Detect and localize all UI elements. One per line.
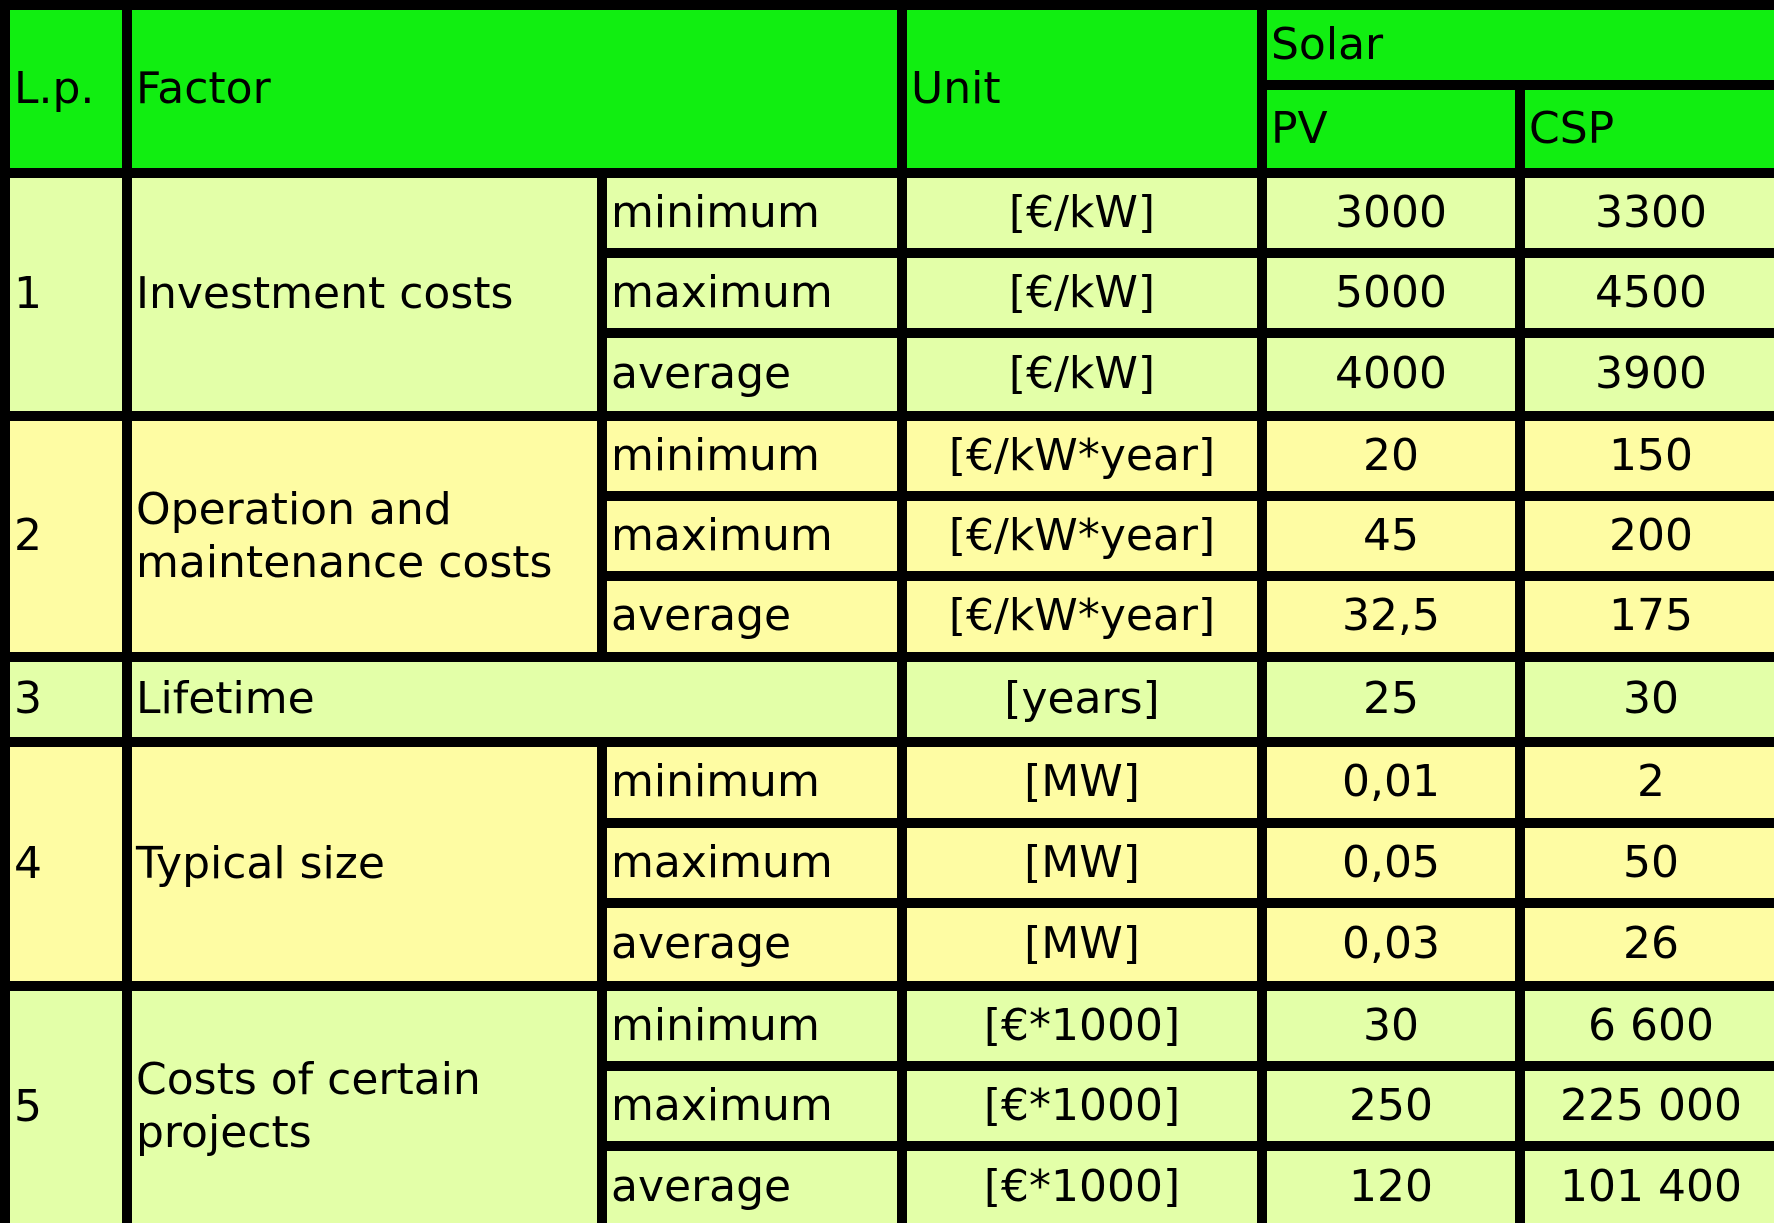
row-factor: Costs of certain projects (132, 991, 597, 1223)
row-csp-value: 30 (1525, 662, 1774, 737)
row-factor: Operation and maintenance costs (132, 421, 597, 652)
row-stat: minimum (607, 178, 897, 248)
header-factor: Factor (132, 10, 897, 168)
row-unit: [€/kW] (907, 178, 1257, 248)
row-factor: Lifetime (132, 662, 897, 737)
row-csp-value: 101 400 (1525, 1151, 1774, 1223)
row-lp: 2 (10, 421, 122, 652)
row-csp-value: 150 (1525, 421, 1774, 491)
row-csp-value: 2 (1525, 747, 1774, 818)
row-stat: minimum (607, 991, 897, 1061)
row-pv-value: 30 (1267, 991, 1515, 1061)
row-unit: [€/kW] (907, 258, 1257, 328)
row-unit: [€/kW] (907, 338, 1257, 411)
row-pv-value: 0,03 (1267, 908, 1515, 981)
row-unit: [MW] (907, 828, 1257, 898)
row-stat: average (607, 1151, 897, 1223)
header-unit: Unit (907, 10, 1257, 168)
header-solar-group: Solar (1267, 10, 1774, 80)
row-unit: [€*1000] (907, 1071, 1257, 1141)
row-csp-value: 26 (1525, 908, 1774, 981)
row-factor: Typical size (132, 747, 597, 981)
row-stat: minimum (607, 421, 897, 491)
row-unit: [€/kW*year] (907, 501, 1257, 571)
row-lp: 3 (10, 662, 122, 737)
row-pv-value: 45 (1267, 501, 1515, 571)
row-stat: average (607, 581, 897, 652)
row-factor: Investment costs (132, 178, 597, 411)
row-csp-value: 3900 (1525, 338, 1774, 411)
row-lp: 4 (10, 747, 122, 981)
row-unit: [MW] (907, 908, 1257, 981)
row-csp-value: 3300 (1525, 178, 1774, 248)
row-pv-value: 25 (1267, 662, 1515, 737)
row-unit: [MW] (907, 747, 1257, 818)
row-stat: maximum (607, 828, 897, 898)
row-unit: [years] (907, 662, 1257, 737)
row-stat: average (607, 338, 897, 411)
row-pv-value: 120 (1267, 1151, 1515, 1223)
row-csp-value: 4500 (1525, 258, 1774, 328)
row-csp-value: 6 600 (1525, 991, 1774, 1061)
row-csp-value: 175 (1525, 581, 1774, 652)
row-pv-value: 5000 (1267, 258, 1515, 328)
row-pv-value: 4000 (1267, 338, 1515, 411)
row-csp-value: 50 (1525, 828, 1774, 898)
row-stat: minimum (607, 747, 897, 818)
row-unit: [€*1000] (907, 991, 1257, 1061)
row-unit: [€*1000] (907, 1151, 1257, 1223)
row-pv-value: 0,05 (1267, 828, 1515, 898)
header-pv: PV (1267, 90, 1515, 168)
row-lp: 1 (10, 178, 122, 411)
row-pv-value: 32,5 (1267, 581, 1515, 652)
header-csp: CSP (1525, 90, 1774, 168)
row-csp-value: 200 (1525, 501, 1774, 571)
row-stat: maximum (607, 1071, 897, 1141)
row-pv-value: 3000 (1267, 178, 1515, 248)
row-unit: [€/kW*year] (907, 421, 1257, 491)
header-lp: L.p. (10, 10, 122, 168)
row-stat: average (607, 908, 897, 981)
row-stat: maximum (607, 501, 897, 571)
row-stat: maximum (607, 258, 897, 328)
row-pv-value: 250 (1267, 1071, 1515, 1141)
row-lp: 5 (10, 991, 122, 1223)
row-csp-value: 225 000 (1525, 1071, 1774, 1141)
row-unit: [€/kW*year] (907, 581, 1257, 652)
row-pv-value: 0,01 (1267, 747, 1515, 818)
row-pv-value: 20 (1267, 421, 1515, 491)
